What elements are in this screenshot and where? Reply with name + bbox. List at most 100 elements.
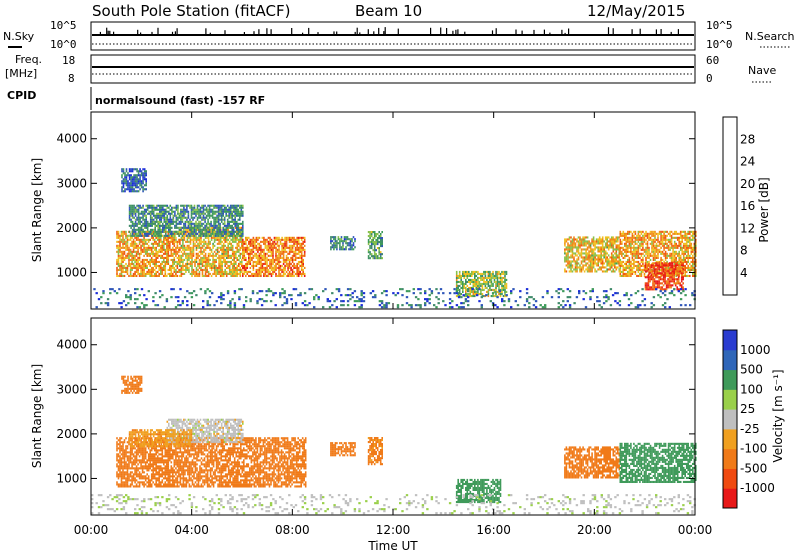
scatter-cell bbox=[598, 248, 601, 251]
scatter-cell bbox=[676, 236, 679, 239]
scatter-cell bbox=[195, 236, 198, 239]
scatter-cell bbox=[166, 246, 168, 249]
scatter-cell bbox=[207, 272, 210, 276]
scatter-cell bbox=[188, 228, 190, 231]
scatter-cell bbox=[181, 204, 184, 207]
scatter-cell bbox=[145, 210, 147, 213]
scatter-cell bbox=[134, 214, 137, 217]
scatter-cell bbox=[296, 244, 298, 247]
scatter-cell bbox=[205, 230, 208, 233]
scatter-cell bbox=[630, 264, 632, 268]
scatter-cell bbox=[166, 242, 168, 245]
scatter-cell bbox=[276, 250, 279, 253]
scatter-cell bbox=[189, 240, 192, 243]
scatter-cell bbox=[267, 268, 270, 272]
scatter-cell bbox=[162, 216, 164, 219]
scatter-cell bbox=[634, 250, 637, 253]
scatter-cell bbox=[155, 270, 157, 274]
scatter-cell bbox=[576, 258, 578, 261]
scatter-cell bbox=[492, 272, 494, 276]
scatter-cell bbox=[484, 270, 487, 274]
scatter-cell bbox=[187, 204, 190, 207]
scatter-cell bbox=[302, 272, 304, 276]
scatter-cell bbox=[469, 290, 472, 294]
scatter-cell bbox=[673, 252, 676, 255]
scatter-cell bbox=[206, 268, 208, 272]
scatter-cell bbox=[478, 282, 481, 286]
scatter-cell bbox=[143, 232, 146, 235]
scatter-cell bbox=[679, 236, 682, 239]
scatter-cell bbox=[228, 236, 231, 239]
scatter-cell bbox=[282, 266, 285, 270]
scatter-cell bbox=[215, 270, 217, 274]
scatter-cell bbox=[660, 264, 662, 268]
scatter-cell bbox=[655, 232, 658, 235]
scatter-cell bbox=[567, 252, 569, 255]
scatter-cell bbox=[612, 262, 615, 265]
scatter-cell bbox=[279, 256, 282, 260]
scatter-cell bbox=[213, 262, 216, 266]
scatter-cell bbox=[592, 248, 595, 251]
scatter-cell bbox=[580, 248, 583, 251]
scatter-cell bbox=[179, 258, 181, 262]
scatter-cell bbox=[169, 240, 171, 243]
scatter-cell bbox=[237, 230, 240, 233]
scatter-cell bbox=[199, 216, 202, 219]
scatter-cell bbox=[199, 234, 202, 237]
scatter-cell bbox=[204, 272, 207, 276]
scatter-cell bbox=[125, 188, 128, 191]
scatter-cell bbox=[182, 254, 184, 257]
scatter-cell bbox=[236, 208, 238, 211]
scatter-cell bbox=[140, 206, 143, 209]
scatter-cell bbox=[618, 270, 621, 273]
scatter-cell bbox=[122, 232, 124, 235]
scatter-cell bbox=[251, 264, 253, 268]
scatter-cell bbox=[168, 228, 170, 231]
scatter-cell bbox=[216, 228, 218, 231]
freq-tick-high: 18 bbox=[62, 54, 75, 67]
scatter-cell bbox=[296, 272, 298, 276]
scatter-cell bbox=[143, 268, 145, 272]
scatter-cell bbox=[119, 240, 121, 243]
scatter-cell bbox=[141, 242, 144, 245]
scatter-cell bbox=[163, 240, 165, 243]
scatter-cell bbox=[136, 204, 138, 207]
scatter-cell bbox=[166, 218, 169, 221]
scatter-cell bbox=[654, 238, 656, 241]
scatter-cell bbox=[231, 210, 233, 213]
scatter-cell bbox=[637, 248, 640, 251]
scatter-cell bbox=[249, 250, 252, 253]
scatter-cell bbox=[239, 222, 241, 225]
scatter-cell bbox=[487, 290, 490, 294]
scatter-cell bbox=[156, 252, 159, 255]
scatter-cell bbox=[208, 212, 211, 215]
scatter-cell bbox=[300, 242, 303, 245]
scatter-cell bbox=[192, 240, 195, 243]
scatter-cell bbox=[196, 224, 199, 227]
scatter-cell bbox=[589, 268, 592, 271]
scatter-cell bbox=[207, 238, 210, 241]
scatter-cell bbox=[205, 216, 208, 219]
scatter-cell bbox=[501, 290, 503, 294]
scatter-cell bbox=[211, 224, 214, 227]
scatter-cell bbox=[655, 238, 658, 241]
scatter-cell bbox=[567, 246, 569, 249]
scatter-cell bbox=[276, 240, 279, 243]
scatter-cell bbox=[291, 272, 294, 276]
scatter-cell bbox=[263, 272, 265, 276]
scatter-cell bbox=[212, 266, 214, 270]
scatter-cell bbox=[643, 232, 646, 235]
scatter-cell bbox=[151, 222, 153, 225]
scatter-cell bbox=[678, 236, 680, 239]
scatter-cell bbox=[226, 220, 229, 223]
scatter-cell bbox=[636, 234, 638, 237]
scatter-cell bbox=[139, 182, 141, 185]
scatter-cell bbox=[131, 220, 134, 223]
scatter-cell bbox=[217, 230, 220, 233]
scatter-cell bbox=[370, 233, 373, 236]
scatter-cell bbox=[648, 260, 650, 264]
scatter-cell bbox=[134, 206, 137, 209]
scatter-cell bbox=[160, 232, 163, 235]
scatter-cell bbox=[133, 224, 135, 227]
scatter-cell bbox=[133, 188, 135, 191]
